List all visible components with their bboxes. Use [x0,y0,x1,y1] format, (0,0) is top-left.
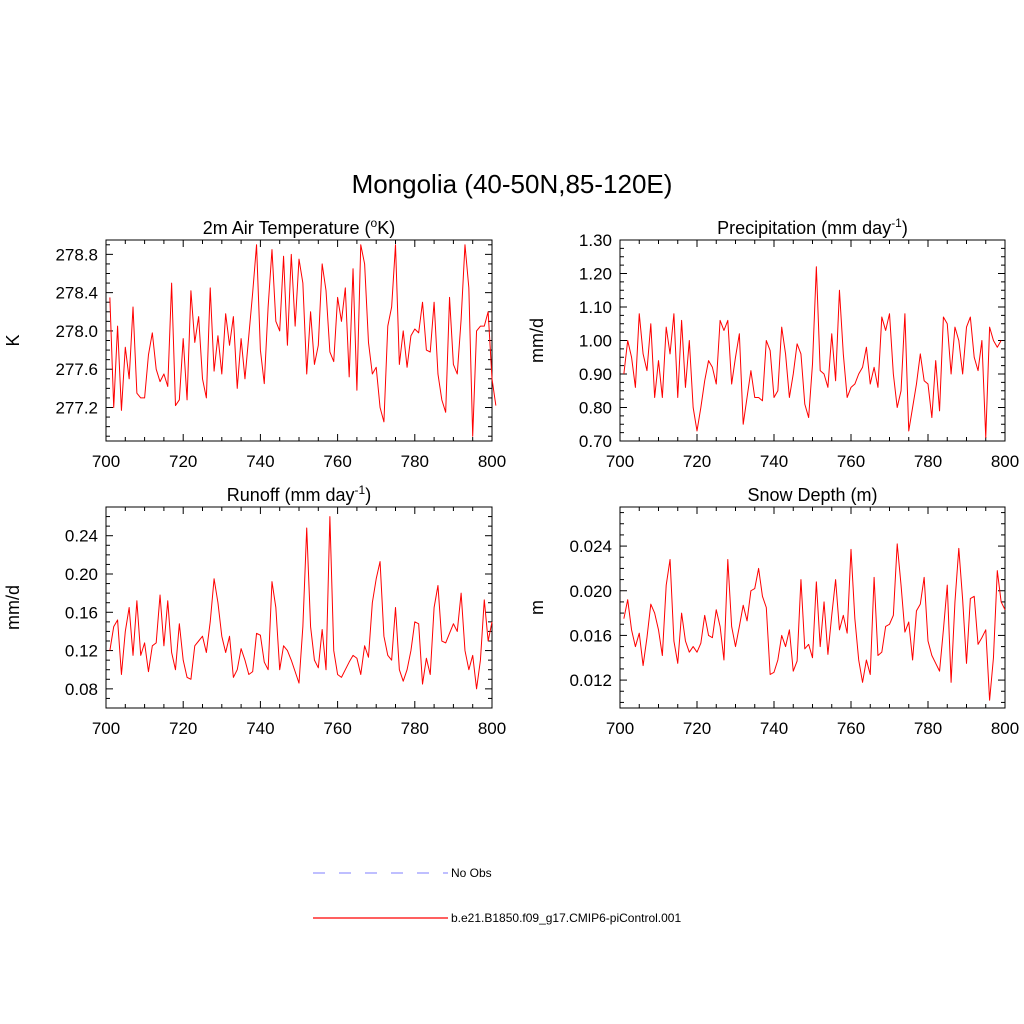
y-tick-label: 278.8 [55,245,98,264]
panel-title: Runoff (mm day-1) [227,483,371,505]
y-tick-label: 0.012 [569,671,612,690]
panel-snow-depth: Snow Depth (m) 700 720 740 760 780 800 0.012 0.0… [527,485,1019,738]
x-tick-label: 760 [323,719,351,738]
x-tick-label: 700 [92,719,120,738]
series-line-model [109,516,493,690]
y-tick-label: 1.20 [579,265,612,284]
legend-label-obs: No Obs [451,866,492,880]
legend-label-model: b.e21.B1850.f09_g17.CMIP6-piControl.001 [451,911,681,925]
series-line-model [623,543,1006,701]
panel-title-superscript: -1 [355,483,366,497]
plot-frame [619,239,1006,442]
legend: No Obs b.e21.B1850.f09_g17.CMIP6-piContr… [313,866,681,925]
panel-title: 2m Air Temperature (oK) [203,216,395,238]
x-tick-label: 800 [991,719,1019,738]
panel-title-tail: ) [902,218,908,238]
y-tick-label: 0.24 [65,527,98,546]
x-tick-label: 780 [914,452,942,471]
y-tick-label: 278.0 [55,322,98,341]
series-line-model [623,266,1002,439]
x-tick-label: 800 [478,452,506,471]
panel-title-main: Precipitation (mm day [717,218,891,238]
panel-title-main: Snow Depth (m) [747,485,877,505]
y-axis-label: mm/d [3,585,23,630]
y-axis-label: mm/d [527,318,547,363]
panel-precipitation: Precipitation (mm day-1) 700 720 740 760 780 8… [527,216,1019,471]
y-tick-label: 0.08 [65,680,98,699]
x-tick-label: 780 [401,452,429,471]
x-tick-label: 740 [760,452,788,471]
panel-title: Snow Depth (m) [747,485,877,505]
x-tick-label: 760 [837,719,865,738]
y-axis-label: m [527,600,547,615]
plot-frame [105,239,493,442]
y-tick-label: 277.2 [55,399,98,418]
x-tick-label: 700 [606,452,634,471]
panel-title-main: 2m Air Temperature ( [203,218,371,238]
x-tick-label: 720 [169,452,197,471]
y-tick-label: 0.20 [65,565,98,584]
x-tick-label: 700 [606,719,634,738]
x-tick-label: 780 [914,719,942,738]
y-tick-label: 0.80 [579,399,612,418]
y-tick-label: 1.10 [579,298,612,317]
panel-runoff: Runoff (mm day-1) 700 720 740 760 780 800 0.08 0… [3,483,506,738]
x-tick-label: 800 [991,452,1019,471]
panel-title-superscript: o [371,216,378,230]
x-tick-label: 780 [401,719,429,738]
x-tick-label: 800 [478,719,506,738]
series-line-model [109,244,497,437]
y-tick-label: 278.4 [55,284,98,303]
y-tick-label: 0.020 [569,582,612,601]
panel-title-main: Runoff (mm day [227,485,355,505]
x-tick-label: 760 [837,452,865,471]
panel-title-superscript: -1 [891,216,902,230]
y-tick-label: 0.90 [579,365,612,384]
x-tick-label: 720 [169,719,197,738]
plot-frame [619,506,1006,709]
x-tick-label: 740 [246,452,274,471]
panel-air-temperature: 2m Air Temperature (oK) 700 720 740 760 780 80… [3,216,506,471]
x-tick-label: 720 [683,719,711,738]
y-tick-label: 0.70 [579,432,612,451]
y-tick-label: 0.12 [65,642,98,661]
panel-title-tail: ) [365,485,371,505]
x-tick-label: 720 [683,452,711,471]
x-tick-label: 740 [760,719,788,738]
figure-title: Mongolia (40-50N,85-120E) [352,169,673,199]
x-tick-label: 740 [246,719,274,738]
y-tick-label: 277.6 [55,360,98,379]
y-tick-label: 1.30 [579,231,612,250]
y-tick-label: 0.16 [65,603,98,622]
y-axis-label: K [3,334,23,346]
y-tick-label: 0.024 [569,537,612,556]
x-tick-label: 700 [92,452,120,471]
y-tick-label: 0.016 [569,626,612,645]
panel-title-tail: K) [377,218,395,238]
x-tick-label: 760 [323,452,351,471]
y-tick-label: 1.00 [579,332,612,351]
panel-title: Precipitation (mm day-1) [717,216,908,238]
